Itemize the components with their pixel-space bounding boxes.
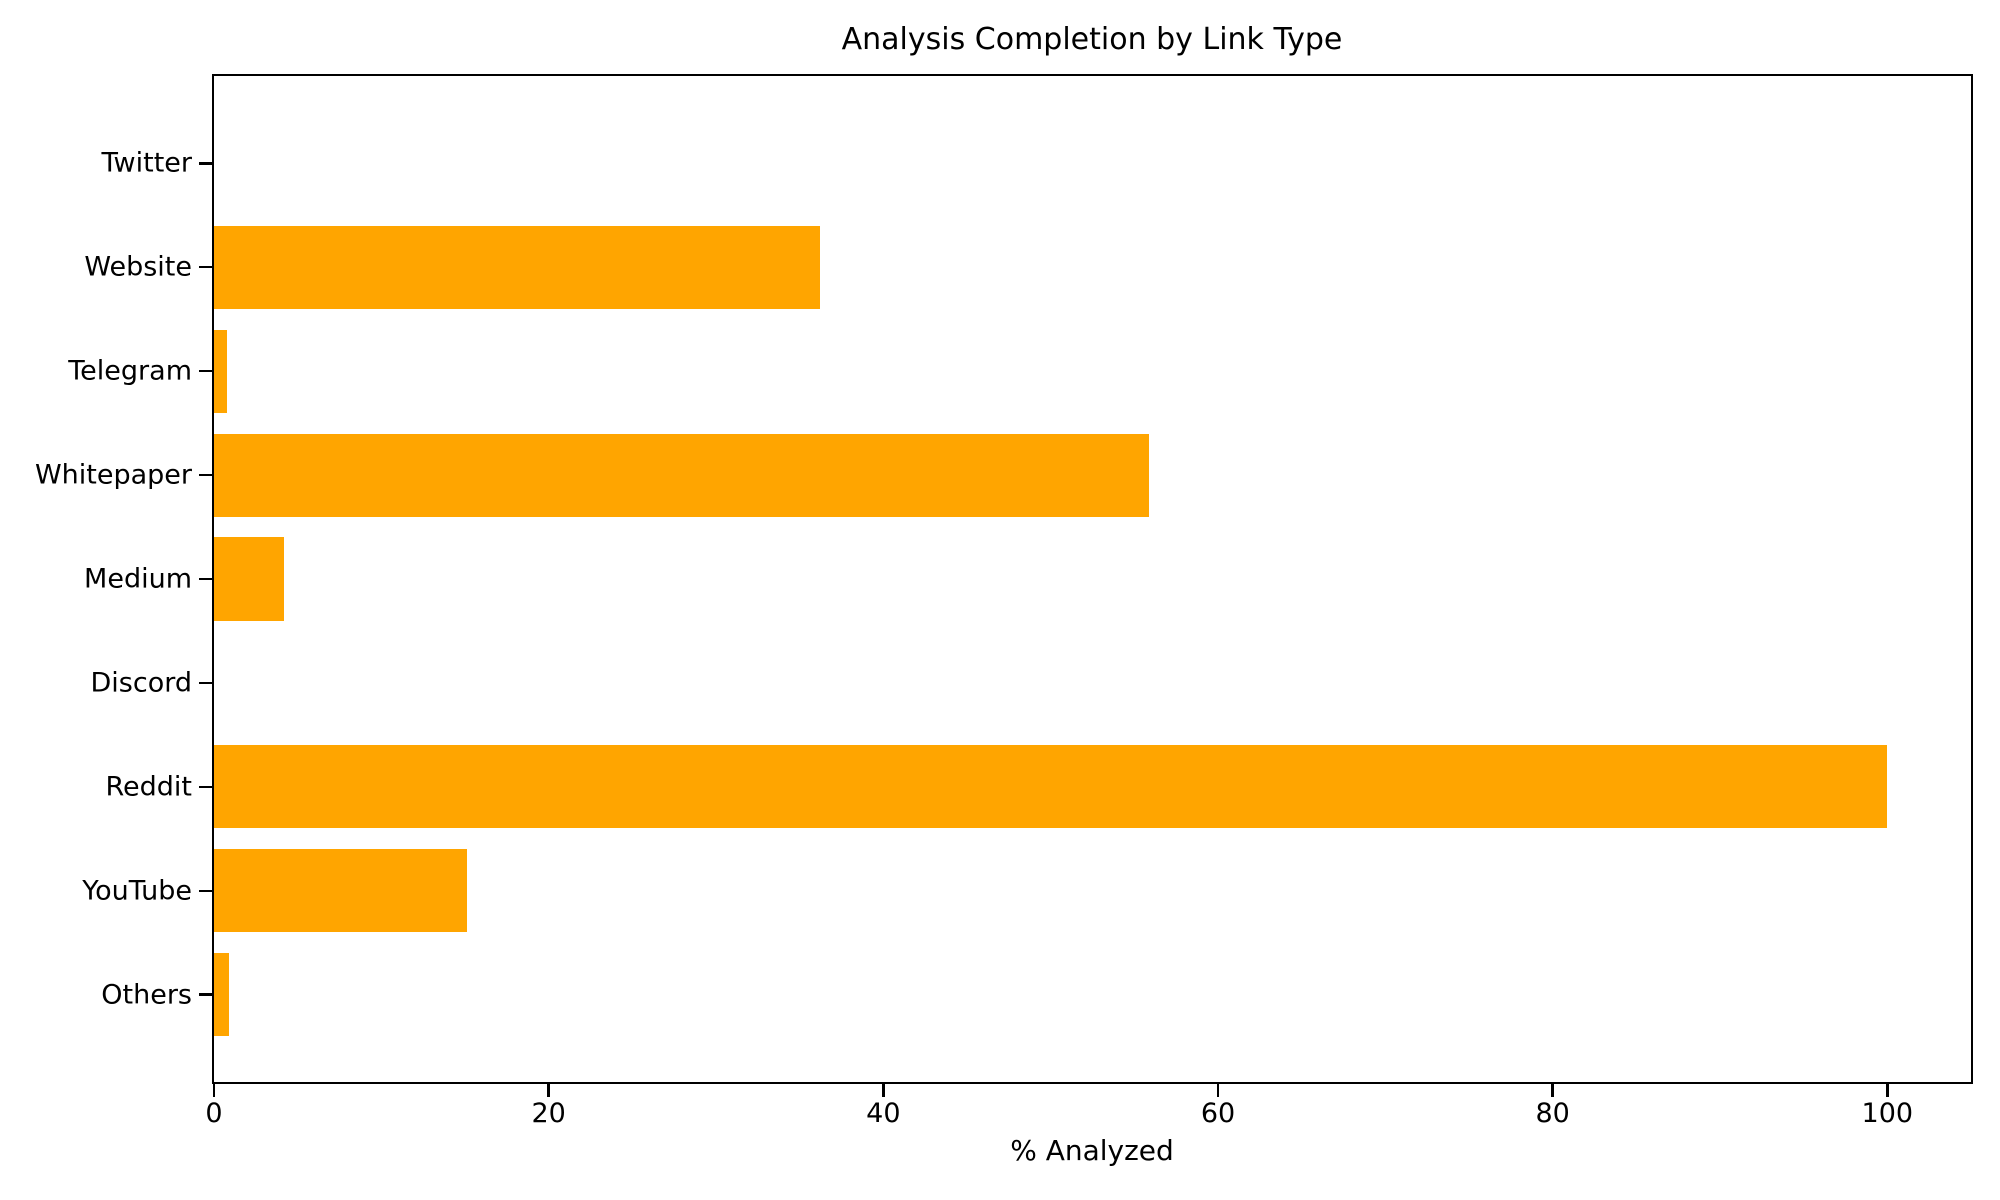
y-tick-discord (199, 681, 212, 685)
y-tick-label-whitepaper: Whitepaper (34, 459, 192, 491)
x-tick-label-80: 80 (1535, 1098, 1570, 1129)
y-tick-youtube (199, 889, 212, 893)
bar-medium (214, 537, 285, 621)
y-tick-label-youtube: YouTube (82, 875, 192, 907)
y-tick-label-reddit: Reddit (105, 771, 192, 803)
y-tick-others (199, 993, 212, 996)
x-tick-label-40: 40 (866, 1098, 901, 1129)
bar-telegram (214, 329, 228, 413)
x-tick-0 (212, 1084, 216, 1097)
y-tick-label-discord: Discord (90, 667, 193, 699)
y-tick-label-telegram: Telegram (68, 355, 192, 387)
y-tick-whitepaper (199, 473, 212, 477)
y-tick-telegram (199, 369, 212, 373)
x-tick-20 (547, 1084, 550, 1097)
bar-others (214, 953, 230, 1037)
y-tick-reddit (199, 785, 212, 789)
x-tick-label-20: 20 (531, 1098, 566, 1129)
y-tick-label-medium: Medium (84, 563, 192, 595)
y-tick-twitter (199, 162, 212, 165)
x-axis-label: % Analyzed (1010, 1134, 1174, 1167)
x-tick-80 (1551, 1084, 1554, 1097)
bar-whitepaper (214, 433, 1150, 517)
x-tick-label-60: 60 (1200, 1098, 1236, 1129)
plot-area: Twitter Website Telegram Whitepaper Medium Di… (35, 74, 1973, 1129)
y-tick-label-others: Others (101, 979, 192, 1011)
y-tick-label-twitter: Twitter (101, 147, 193, 179)
y-tick-medium (199, 577, 212, 581)
chart-title: Analysis Completion by Link Type (841, 22, 1343, 57)
x-tick-40 (882, 1084, 885, 1097)
bar-reddit (214, 745, 1888, 829)
x-tick-label-0: 0 (205, 1098, 223, 1129)
bar-website (214, 225, 820, 309)
x-tick-label-100: 100 (1861, 1098, 1914, 1129)
x-tick-100 (1886, 1084, 1889, 1097)
bar-youtube (214, 849, 467, 933)
x-tick-60 (1216, 1084, 1220, 1097)
y-tick-website (199, 265, 212, 269)
y-tick-label-website: Website (84, 251, 192, 283)
